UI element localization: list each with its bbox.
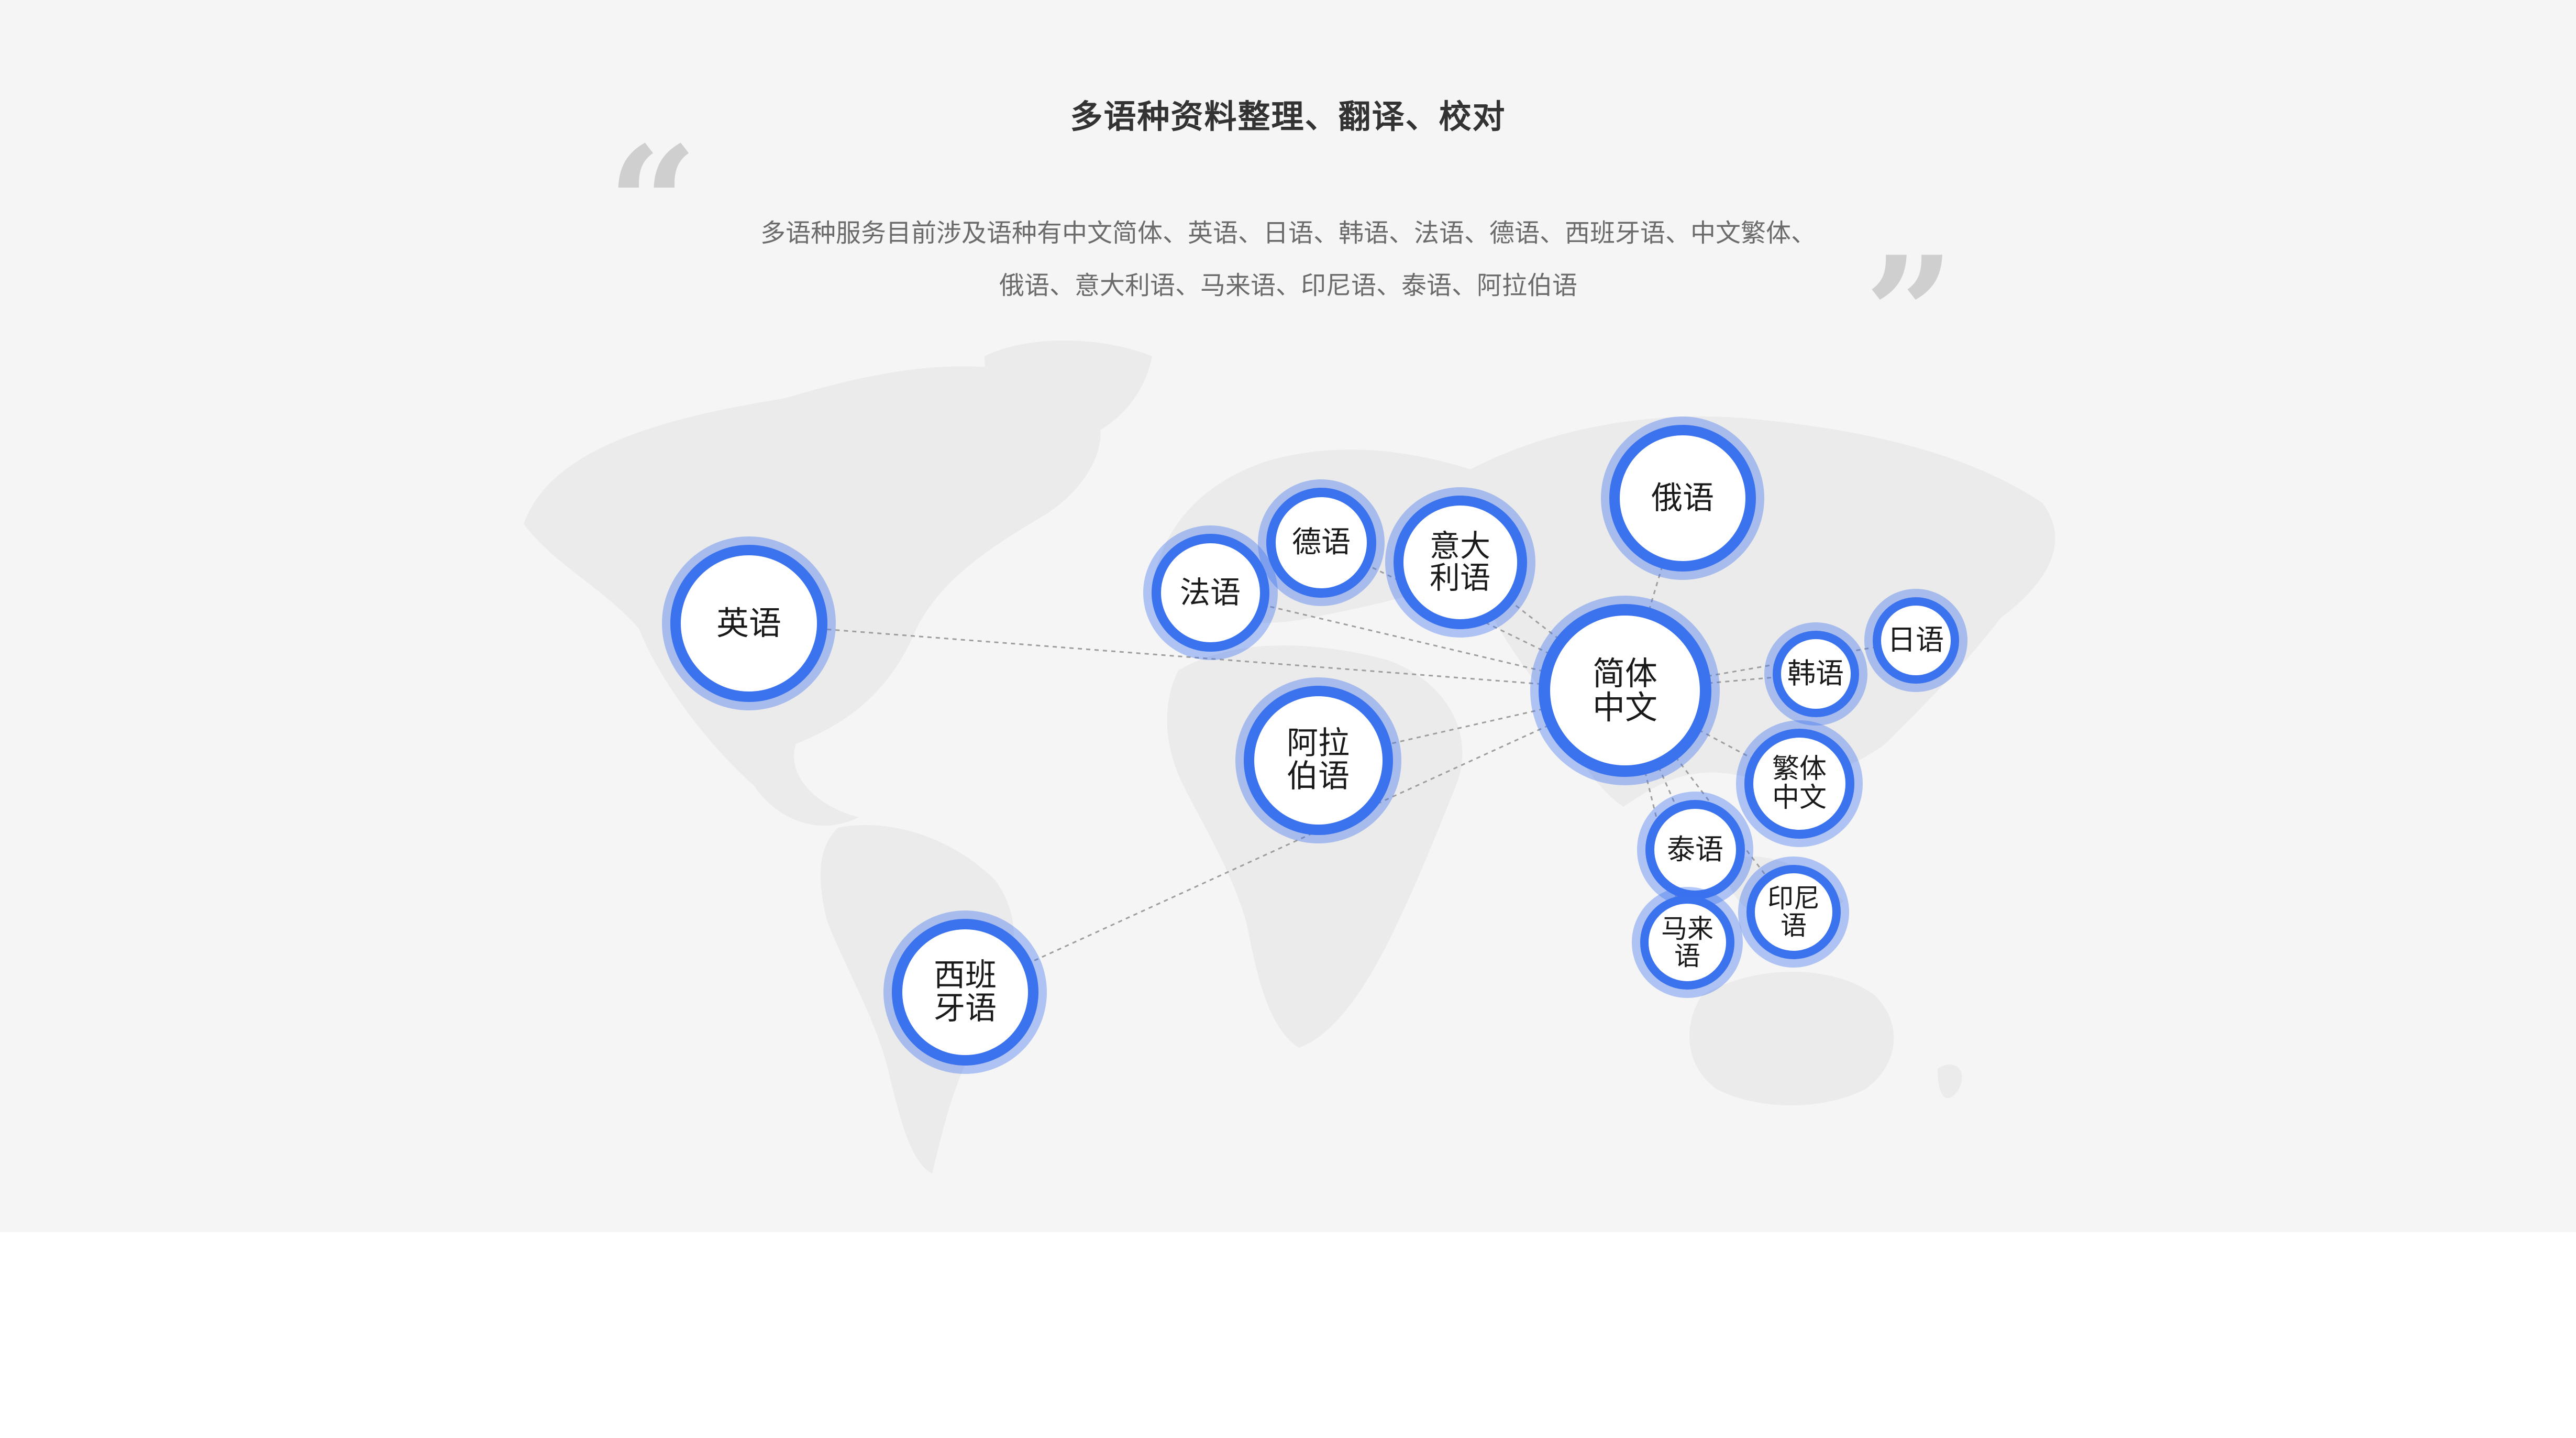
connector-english	[748, 622, 1626, 691]
language-node-malay: 马来 语	[1640, 895, 1734, 990]
language-label: 英语	[716, 604, 781, 643]
language-node-german: 德语	[1266, 488, 1376, 598]
description-line-2: 俄语、意大利语、马来语、印尼语、泰语、阿拉伯语	[999, 271, 1577, 300]
language-label: 阿拉 伯语	[1287, 725, 1350, 795]
language-label: 德语	[1292, 525, 1351, 559]
language-label: 俄语	[1651, 479, 1714, 517]
right-double-quote-icon: ”	[1864, 222, 1955, 407]
language-node-indonesian: 印尼 语	[1746, 865, 1841, 959]
language-label: 西班 牙语	[934, 957, 997, 1027]
description: 多语种服务目前涉及语种有中文简体、英语、日语、韩语、法语、德语、西班牙语、中文繁…	[628, 207, 1948, 312]
language-label: 意大 利语	[1429, 528, 1490, 596]
language-node-russian: 俄语	[1609, 425, 1756, 572]
language-node-french: 法语	[1151, 533, 1269, 652]
content-panel: 多语种资料整理、翻译、校对 “ ” 多语种服务目前涉及语种有中文简体、英语、日语…	[607, 97, 1959, 1066]
connector-spanish	[965, 689, 1626, 993]
language-label: 韩语	[1787, 656, 1844, 690]
language-label: 法语	[1179, 574, 1241, 610]
language-node-chinese-simplified: 简体 中文	[1539, 604, 1711, 777]
language-node-korean: 韩语	[1772, 630, 1859, 717]
language-label: 印尼 语	[1767, 883, 1820, 941]
description-line-1: 多语种服务目前涉及语种有中文简体、英语、日语、韩语、法语、德语、西班牙语、中文繁…	[760, 218, 1816, 248]
left-double-quote-icon: “	[607, 112, 698, 297]
language-label: 泰语	[1667, 832, 1723, 866]
language-label: 简体 中文	[1592, 654, 1657, 727]
language-label: 日语	[1887, 623, 1944, 656]
page-title: 多语种资料整理、翻译、校对	[1070, 97, 1506, 136]
language-label: 繁体 中文	[1772, 753, 1827, 814]
language-node-thai: 泰语	[1645, 800, 1745, 899]
language-node-italian: 意大 利语	[1393, 495, 1527, 629]
language-node-english: 英语	[670, 545, 827, 702]
language-node-japanese: 日语	[1872, 597, 1959, 684]
language-label: 马来 语	[1661, 913, 1713, 971]
connector-japanese	[1624, 639, 1916, 691]
language-node-arabic: 阿拉 伯语	[1243, 685, 1393, 835]
language-node-spanish: 西班 牙语	[892, 919, 1038, 1066]
connector-lines	[748, 498, 1916, 993]
language-node-chinese-traditional: 繁体 中文	[1744, 729, 1854, 839]
